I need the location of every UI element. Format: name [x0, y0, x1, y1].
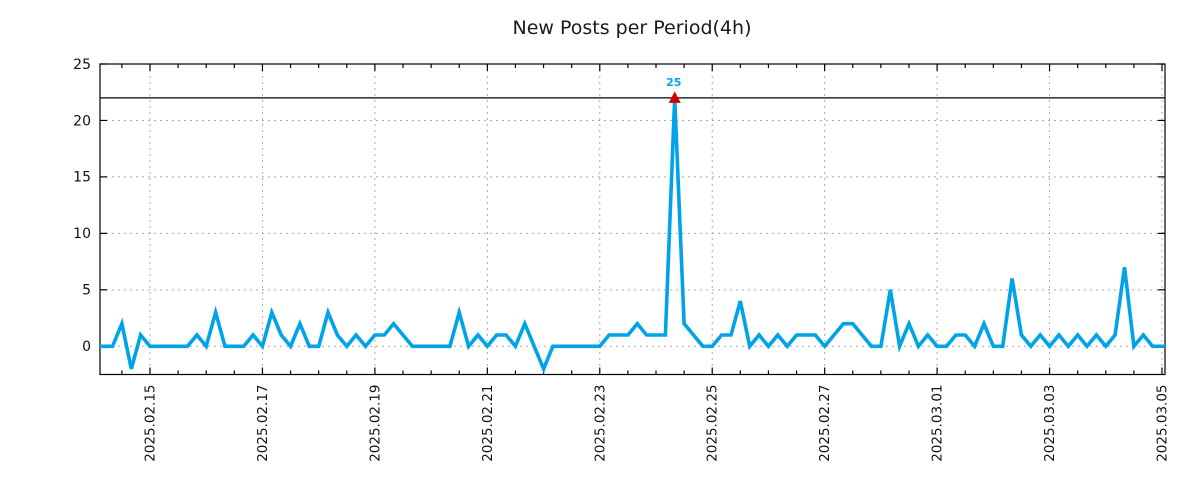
x-tick-label: 2025.02.19: [367, 385, 383, 462]
peak-value-label: 25: [666, 76, 681, 89]
x-tick-label: 2025.03.05: [1155, 385, 1171, 462]
y-tick-label: 0: [82, 339, 91, 355]
x-tick-label: 2025.02.23: [592, 385, 608, 462]
peak-marker-icon: [668, 91, 681, 103]
x-tick-label: 2025.02.21: [480, 385, 496, 462]
x-tick-label: 2025.02.15: [143, 385, 159, 462]
x-tick-label: 2025.02.27: [817, 385, 833, 462]
series-line: [100, 97, 1165, 374]
x-tick-label: 2025.03.03: [1042, 385, 1058, 462]
y-tick-label: 5: [82, 283, 91, 299]
x-tick-label: 2025.02.25: [705, 385, 721, 462]
chart-title: New Posts per Period(4h): [513, 17, 752, 39]
y-tick-label: 15: [73, 170, 91, 186]
axis-box: [99, 63, 1166, 376]
y-tick-label: 20: [73, 113, 91, 129]
y-tick-label: 25: [73, 57, 91, 73]
x-tick-label: 2025.03.01: [930, 385, 946, 462]
x-tick-label: 2025.02.17: [255, 385, 271, 462]
y-tick-label: 10: [73, 226, 91, 242]
